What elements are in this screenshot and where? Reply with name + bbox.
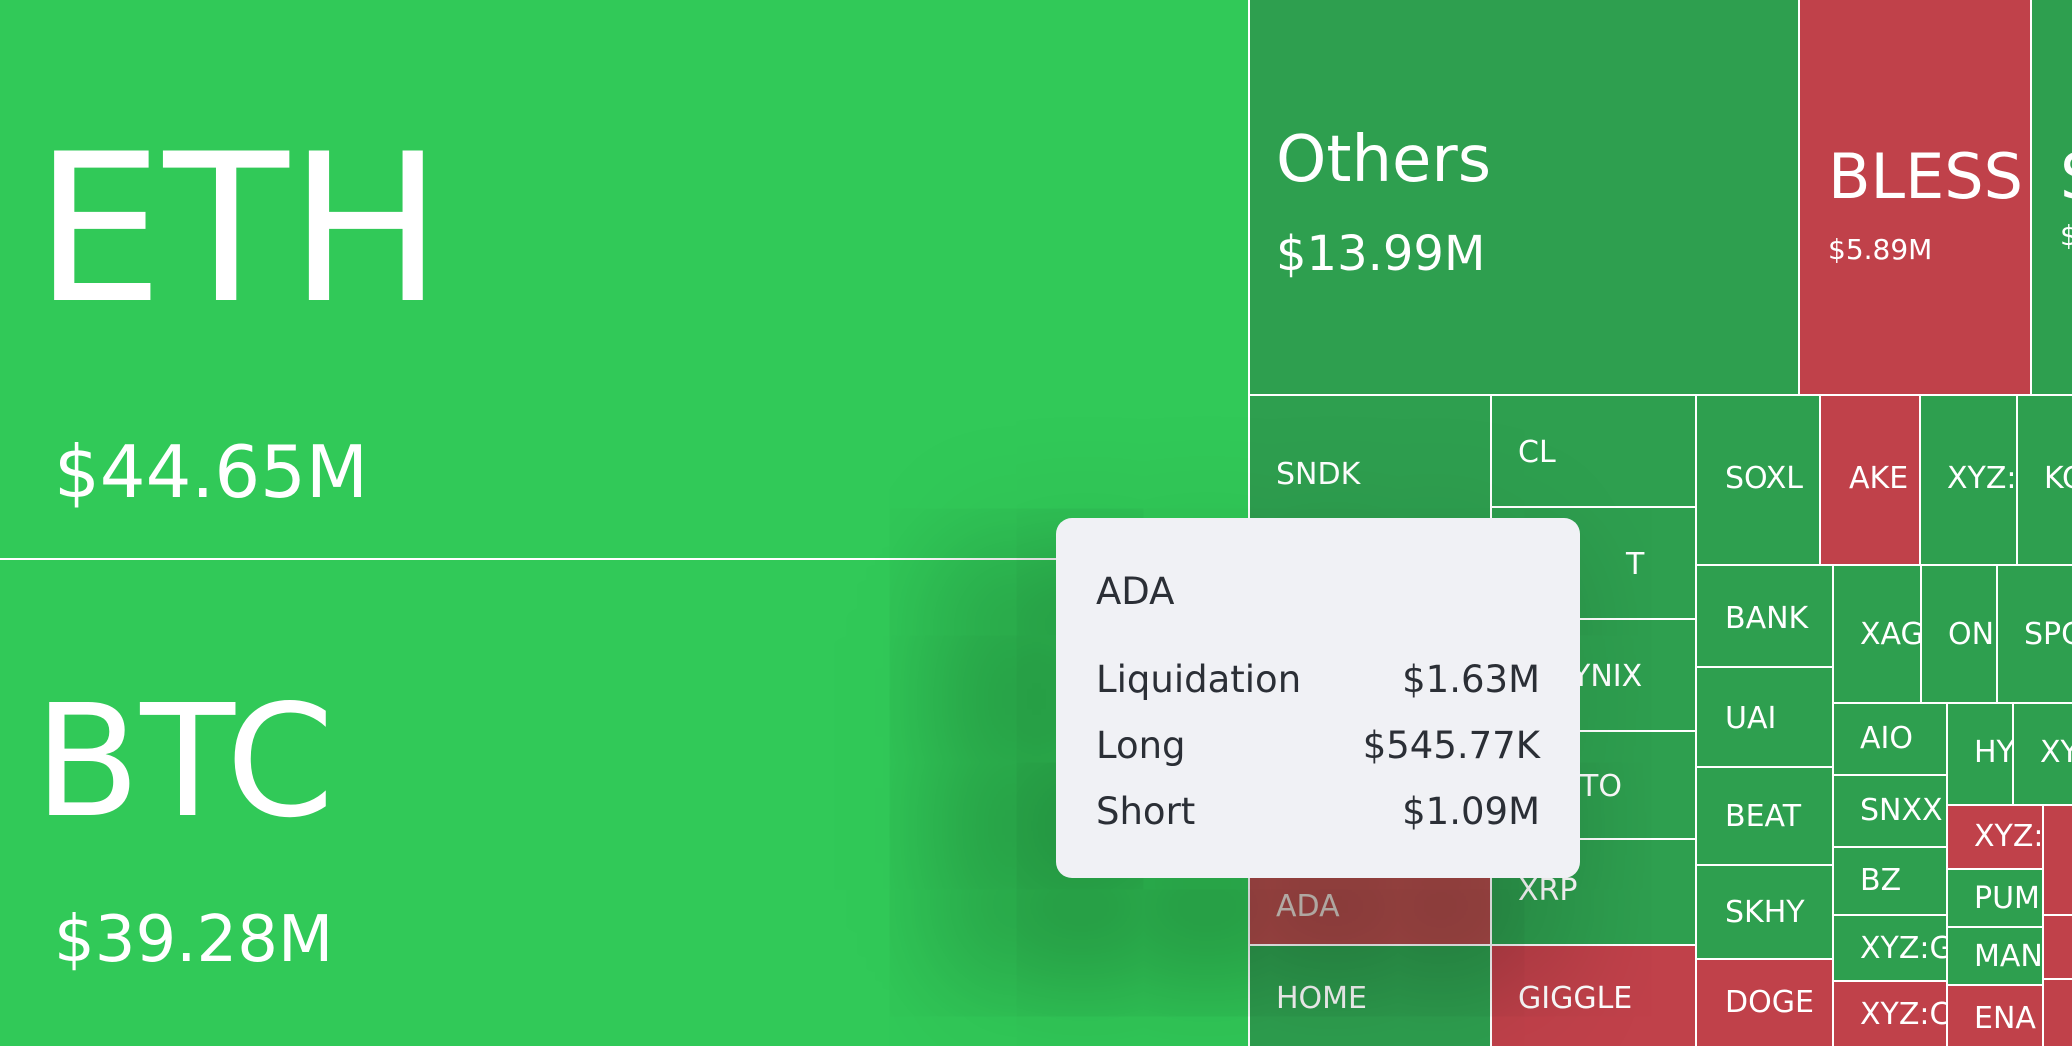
tooltip-value: $1.63M bbox=[1402, 658, 1540, 701]
tile-symbol: AKE bbox=[1849, 461, 1909, 496]
tile-uai[interactable]: UAI bbox=[1697, 668, 1834, 768]
tile-symbol: BANK bbox=[1725, 601, 1809, 636]
tile-cl[interactable]: CL bbox=[1492, 396, 1697, 508]
tile-ena[interactable]: ENA bbox=[1948, 986, 2044, 1046]
tile-soxl[interactable]: SOXL bbox=[1697, 396, 1821, 566]
tile-symbol: SNXX bbox=[1860, 793, 1943, 828]
tile-skhy[interactable]: SKHY bbox=[1697, 866, 1834, 960]
tile-others[interactable]: Others $13.99M bbox=[1250, 0, 1800, 396]
tile-symbol: HOME bbox=[1276, 981, 1368, 1016]
tile-symbol: TO bbox=[1580, 769, 1622, 804]
tile-symbol: BZ bbox=[1860, 863, 1902, 898]
tile-symbol: GIGGLE bbox=[1518, 981, 1633, 1016]
tile-symbol: ETH bbox=[34, 111, 443, 349]
tooltip: ADA Liquidation $1.63M Long $545.77K Sho… bbox=[1056, 518, 1580, 878]
tooltip-label: Liquidation bbox=[1096, 658, 1302, 701]
tile-ake[interactable]: AKE bbox=[1821, 396, 1921, 566]
tile-kc[interactable]: KC bbox=[2018, 396, 2072, 566]
tile-symbol: XYZ:C bbox=[1860, 997, 1948, 1032]
tile-symbol: ENA bbox=[1974, 1001, 2036, 1036]
tile-man[interactable]: MAN bbox=[1948, 928, 2044, 986]
tile-unlabeled-2[interactable] bbox=[2044, 916, 2072, 980]
tile-xyz-b[interactable]: XYZ: bbox=[1948, 806, 2044, 870]
tile-giggle[interactable]: GIGGLE bbox=[1492, 946, 1697, 1046]
tile-value: $13.99M bbox=[1276, 226, 1486, 282]
tile-symbol: KC bbox=[2044, 461, 2072, 496]
tooltip-value: $1.09M bbox=[1402, 790, 1540, 833]
tile-symbol: XRP bbox=[1518, 873, 1578, 908]
tile-symbol: SNDK bbox=[1276, 457, 1361, 492]
tile-symbol: T bbox=[1626, 547, 1645, 582]
tile-bless[interactable]: BLESS $5.89M bbox=[1800, 0, 2032, 396]
tooltip-label: Short bbox=[1096, 790, 1196, 833]
tooltip-label: Long bbox=[1096, 724, 1186, 767]
tooltip-value: $545.77K bbox=[1362, 724, 1540, 767]
tile-xyz-c[interactable]: XYZ:C bbox=[1834, 982, 1948, 1046]
tooltip-row-short: Short $1.09M bbox=[1096, 790, 1540, 834]
tile-btc[interactable]: BTC $39.28M bbox=[0, 560, 1250, 1046]
tile-snxx[interactable]: SNXX bbox=[1834, 776, 1948, 848]
tile-unlabeled-1[interactable] bbox=[2044, 806, 2072, 916]
tile-symbol: HY bbox=[1974, 735, 2014, 770]
tile-symbol: CL bbox=[1518, 435, 1556, 470]
tile-symbol: AIO bbox=[1860, 721, 1913, 756]
tile-doge[interactable]: DOGE bbox=[1697, 960, 1834, 1046]
tile-symbol: UAI bbox=[1725, 701, 1777, 736]
tile-symbol: PUM bbox=[1974, 881, 2040, 916]
tile-symbol: MAN bbox=[1974, 939, 2043, 974]
tile-pum[interactable]: PUM bbox=[1948, 870, 2044, 928]
tooltip-title: ADA bbox=[1096, 570, 1175, 613]
tile-spc[interactable]: SPC bbox=[1998, 566, 2072, 704]
tile-on[interactable]: ON bbox=[1922, 566, 1998, 704]
tile-xyz-g[interactable]: XYZ:G bbox=[1834, 916, 1948, 982]
tile-symbol: XAG bbox=[1860, 617, 1922, 652]
tile-s[interactable]: S $ bbox=[2032, 0, 2072, 396]
tile-symbol: XYZ:G bbox=[1860, 931, 1948, 966]
tooltip-row-liquidation: Liquidation $1.63M bbox=[1096, 658, 1540, 702]
tile-xy[interactable]: XY bbox=[2014, 704, 2072, 806]
tile-symbol: ADA bbox=[1276, 889, 1340, 924]
tile-xrp[interactable]: XRP bbox=[1492, 840, 1697, 946]
tile-symbol: XYZ: bbox=[1974, 819, 2044, 854]
tile-symbol: ON bbox=[1948, 617, 1995, 652]
tile-symbol: S bbox=[2060, 146, 2072, 208]
tile-hy[interactable]: HY bbox=[1948, 704, 2014, 806]
tile-eth[interactable]: ETH $44.65M bbox=[0, 0, 1250, 560]
tile-symbol: DOGE bbox=[1725, 985, 1814, 1020]
tile-value: $44.65M bbox=[54, 430, 369, 514]
tile-bz[interactable]: BZ bbox=[1834, 848, 1948, 916]
tooltip-row-long: Long $545.77K bbox=[1096, 724, 1540, 768]
tile-symbol: SPC bbox=[2024, 617, 2072, 652]
tile-symbol: Others bbox=[1276, 123, 1492, 197]
tile-symbol: XYZ: bbox=[1947, 461, 2017, 496]
tile-symbol: YNIX bbox=[1572, 659, 1643, 694]
tile-home[interactable]: HOME bbox=[1250, 946, 1492, 1046]
tile-xyz-a[interactable]: XYZ: bbox=[1921, 396, 2018, 566]
tile-symbol: BLESS bbox=[1828, 140, 2023, 213]
tile-unlabeled-3[interactable] bbox=[2044, 980, 2072, 1046]
tile-aio[interactable]: AIO bbox=[1834, 704, 1948, 776]
tile-value: $5.89M bbox=[1828, 233, 1933, 266]
tile-symbol: XY bbox=[2040, 735, 2072, 770]
tile-value: $ bbox=[2060, 222, 2072, 250]
tile-bank[interactable]: BANK bbox=[1697, 566, 1834, 668]
tile-symbol: BTC bbox=[34, 671, 335, 852]
tile-value: $39.28M bbox=[54, 903, 334, 977]
tile-symbol: SOXL bbox=[1725, 461, 1804, 496]
tile-symbol: BEAT bbox=[1725, 799, 1802, 834]
tile-symbol: SKHY bbox=[1725, 895, 1805, 930]
tile-xag[interactable]: XAG bbox=[1834, 566, 1922, 704]
tile-beat[interactable]: BEAT bbox=[1697, 768, 1834, 866]
